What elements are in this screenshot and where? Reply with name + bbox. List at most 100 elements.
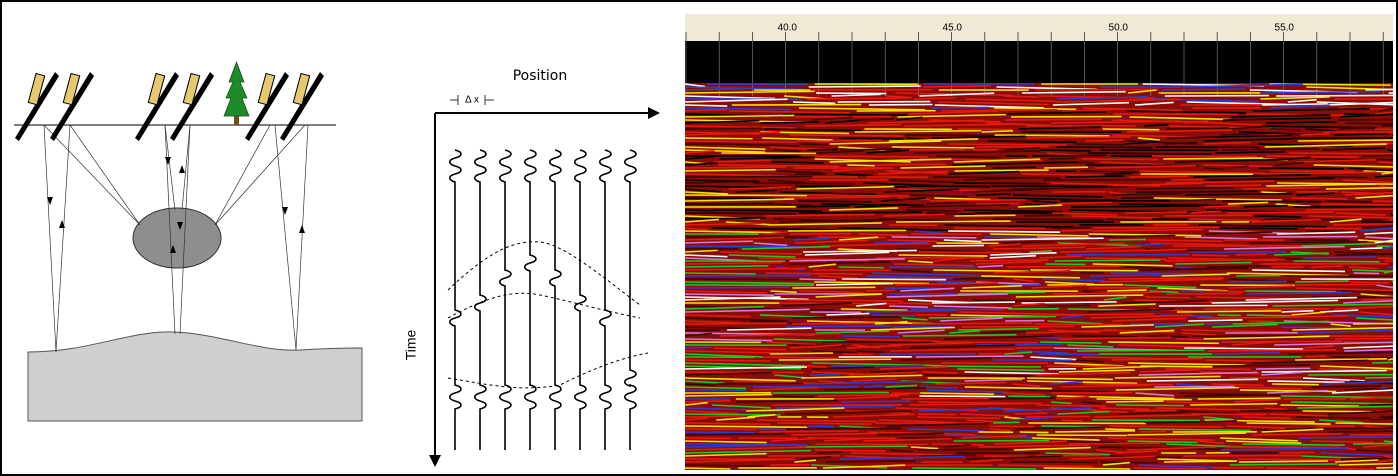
reflection [1229, 376, 1302, 379]
reflection [1223, 245, 1345, 250]
reflection [1128, 175, 1188, 178]
reflection [684, 127, 762, 130]
reflection [1226, 165, 1249, 169]
reflection [1229, 463, 1338, 466]
reflection [1335, 212, 1386, 216]
antennas [15, 72, 324, 141]
reflection [684, 293, 774, 297]
reflection [1318, 419, 1364, 424]
reflection [794, 239, 868, 244]
reflection [1145, 296, 1191, 299]
reflection [1011, 186, 1129, 190]
reflection [932, 176, 1061, 179]
reflection [1114, 375, 1221, 379]
reflection [998, 197, 1117, 202]
reflection [684, 286, 790, 289]
reflection [1115, 404, 1185, 407]
reflection [1269, 413, 1328, 417]
reflection [1183, 454, 1302, 457]
reflection [1175, 383, 1206, 387]
reflection [893, 263, 974, 267]
reflection [1232, 320, 1329, 325]
reflection [801, 374, 923, 379]
reflection [1238, 386, 1302, 390]
reflection [1014, 412, 1048, 415]
reflection [684, 155, 715, 160]
reflection [1296, 192, 1336, 196]
reflection [1013, 194, 1103, 198]
reflection [1363, 170, 1394, 173]
reflection [994, 440, 1067, 445]
reflection [1345, 122, 1394, 125]
reflection [823, 438, 862, 442]
reflection [909, 344, 1016, 349]
reflection [1203, 137, 1297, 142]
reflection [684, 104, 728, 107]
reflection [858, 233, 908, 237]
reflection [1252, 269, 1346, 273]
reflection [1311, 265, 1343, 268]
reflection [1086, 245, 1139, 250]
reflection [1026, 415, 1090, 418]
reflection [1391, 279, 1394, 283]
reflection [1381, 171, 1394, 175]
reflection [1359, 311, 1394, 316]
reflection [868, 103, 933, 106]
reflection [917, 416, 1001, 420]
reflection [811, 371, 862, 376]
reflection [728, 110, 850, 114]
reflection [1203, 164, 1273, 168]
antenna [280, 72, 324, 141]
reflection [1139, 368, 1200, 373]
spacing-label: Δ x [465, 95, 479, 106]
reflection [1344, 191, 1394, 196]
reflection [799, 107, 925, 111]
reflection [772, 391, 889, 394]
reflection [1065, 175, 1124, 178]
reflection [1204, 419, 1315, 423]
reflection [932, 301, 1016, 304]
reflection [1387, 149, 1394, 152]
reflection [902, 334, 1017, 337]
reflection [799, 290, 864, 294]
reflection [1203, 335, 1330, 340]
reflection [1295, 358, 1387, 361]
reflection [1039, 255, 1083, 259]
reflection [990, 251, 1057, 256]
reflection [1015, 426, 1103, 430]
reflection [1320, 365, 1394, 370]
reflection [684, 137, 753, 140]
reflection [684, 194, 808, 197]
reflection [920, 454, 976, 457]
reflection [1126, 129, 1233, 133]
reflection [719, 156, 815, 160]
reflection [1146, 420, 1238, 424]
reflection [1335, 422, 1394, 425]
reflection [892, 269, 932, 274]
reflection [814, 281, 930, 285]
reflection [1027, 377, 1113, 381]
reflection [684, 431, 756, 434]
reflection [918, 413, 956, 416]
reflection [1231, 114, 1331, 118]
reflection [1295, 287, 1394, 292]
reflection [728, 254, 796, 258]
reflection [1135, 392, 1175, 397]
reflection [1256, 367, 1311, 370]
reflection [963, 188, 1049, 193]
reflection [900, 357, 992, 361]
reflection [1334, 305, 1394, 310]
reflection [684, 449, 812, 454]
reflection [1185, 192, 1293, 196]
reflection [761, 137, 833, 141]
reflection [1215, 122, 1264, 126]
reflection [960, 413, 1010, 417]
reflection [1291, 311, 1326, 316]
reflection [1275, 161, 1305, 166]
reflection [1388, 357, 1394, 361]
ray-arrows [47, 157, 305, 253]
reflection [981, 130, 1013, 133]
reflection [1042, 278, 1106, 282]
reflection [1211, 299, 1339, 304]
antenna [50, 72, 94, 141]
